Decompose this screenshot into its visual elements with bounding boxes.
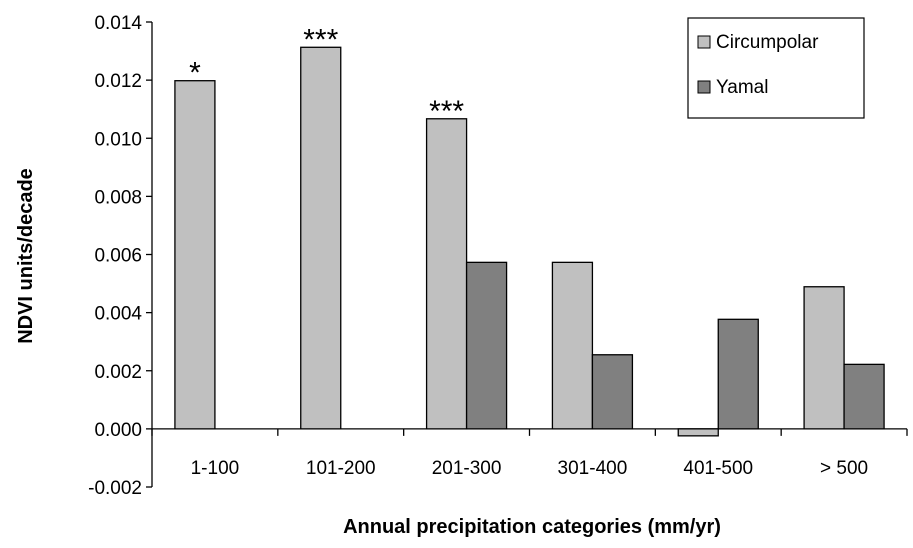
bar-circumpolar-2 bbox=[425, 118, 468, 430]
significance-label: *** bbox=[429, 95, 464, 128]
y-tick-label: 0.012 bbox=[94, 71, 142, 92]
legend-swatch-circumpolar bbox=[697, 35, 711, 49]
x-axis: 1-100 101-200 201-300 301-400 401-500 > 500 bbox=[151, 428, 908, 479]
bar-circumpolar-3 bbox=[551, 261, 594, 430]
bar-circumpolar-1 bbox=[300, 46, 342, 430]
significance-label: *** bbox=[303, 23, 338, 56]
significance-label: * bbox=[189, 57, 201, 90]
bar-circumpolar-4 bbox=[677, 428, 719, 437]
x-tick-label: 401-500 bbox=[683, 458, 753, 479]
legend-label-yamal: Yamal bbox=[716, 77, 768, 98]
y-tick-label: 0.014 bbox=[94, 13, 142, 34]
bars bbox=[174, 46, 885, 437]
bar-yamal-2 bbox=[465, 261, 508, 430]
x-tick-label: 101-200 bbox=[306, 458, 376, 479]
bar-yamal-4 bbox=[717, 318, 759, 430]
bar-yamal-5 bbox=[843, 363, 885, 430]
legend-swatch-yamal bbox=[697, 80, 711, 94]
x-tick-label: 301-400 bbox=[558, 458, 628, 479]
y-tick-label: 0.002 bbox=[94, 362, 142, 383]
bar-circumpolar-5 bbox=[803, 286, 845, 430]
y-axis-title: NDVI units/decade bbox=[15, 168, 37, 344]
y-tick-label: 0.008 bbox=[94, 187, 142, 208]
bar-circumpolar-0 bbox=[174, 80, 216, 430]
y-axis: 0.014 0.012 0.010 0.008 0.006 0.004 0.002 0.000… bbox=[88, 13, 153, 499]
y-tick-label: 0.000 bbox=[94, 420, 142, 441]
y-tick-label: 0.004 bbox=[94, 304, 142, 325]
x-tick-label: 1-100 bbox=[191, 458, 240, 479]
y-tick-label: 0.006 bbox=[94, 246, 142, 267]
legend: Circumpolar Yamal bbox=[687, 17, 865, 119]
x-tick-label: > 500 bbox=[820, 458, 868, 479]
y-tick-label: -0.002 bbox=[88, 478, 142, 499]
x-tick-label: 201-300 bbox=[432, 458, 502, 479]
significance-annotations: ******* bbox=[189, 23, 464, 127]
legend-label-circumpolar: Circumpolar bbox=[716, 32, 819, 53]
legend-box bbox=[687, 17, 865, 119]
bar-yamal-3 bbox=[591, 354, 634, 430]
x-axis-title: Annual precipitation categories (mm/yr) bbox=[343, 516, 721, 538]
y-tick-label: 0.010 bbox=[94, 129, 142, 150]
